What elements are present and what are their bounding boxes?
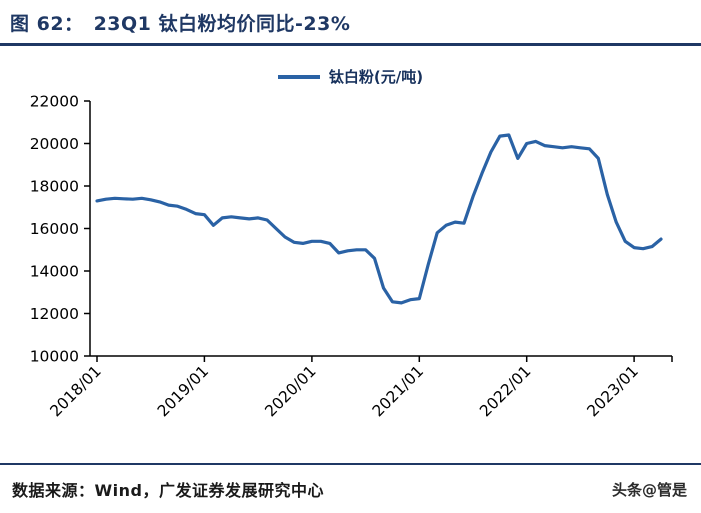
svg-text:2022/01: 2022/01 (476, 362, 534, 420)
svg-text:16000: 16000 (30, 220, 79, 238)
legend-label: 钛白粉(元/吨) (328, 68, 424, 86)
svg-text:2018/01: 2018/01 (47, 362, 105, 420)
figure-title: 23Q1 钛白粉均价同比-23% (93, 13, 351, 35)
svg-text:20000: 20000 (30, 135, 79, 153)
svg-text:2019/01: 2019/01 (154, 362, 212, 420)
data-source-text: 数据来源：Wind，广发证券发展研究中心 (12, 481, 324, 500)
figure-title-bar: 图 62： 23Q1 钛白粉均价同比-23% (0, 0, 701, 46)
svg-text:2021/01: 2021/01 (369, 362, 427, 420)
watermark-text: 头条@管是 (611, 480, 687, 499)
figure-number: 图 62： (10, 13, 84, 35)
svg-text:22000: 22000 (30, 93, 79, 111)
svg-text:2023/01: 2023/01 (584, 362, 642, 420)
svg-text:2020/01: 2020/01 (261, 362, 319, 420)
svg-text:14000: 14000 (30, 263, 79, 281)
legend-line-swatch (277, 74, 320, 79)
chart-area: 10000 12000 14000 16000 18000 20000 22000 2018/… (4, 89, 701, 438)
svg-text:10000: 10000 (30, 348, 79, 366)
chart-legend: 钛白粉(元/吨) (0, 66, 701, 87)
svg-text:12000: 12000 (30, 305, 79, 323)
chart-svg: 10000 12000 14000 16000 18000 20000 22000 2018/… (30, 93, 673, 420)
figure-footer: 数据来源：Wind，广发证券发展研究中心 头条@管是 (0, 463, 701, 507)
svg-text:18000: 18000 (30, 178, 79, 196)
